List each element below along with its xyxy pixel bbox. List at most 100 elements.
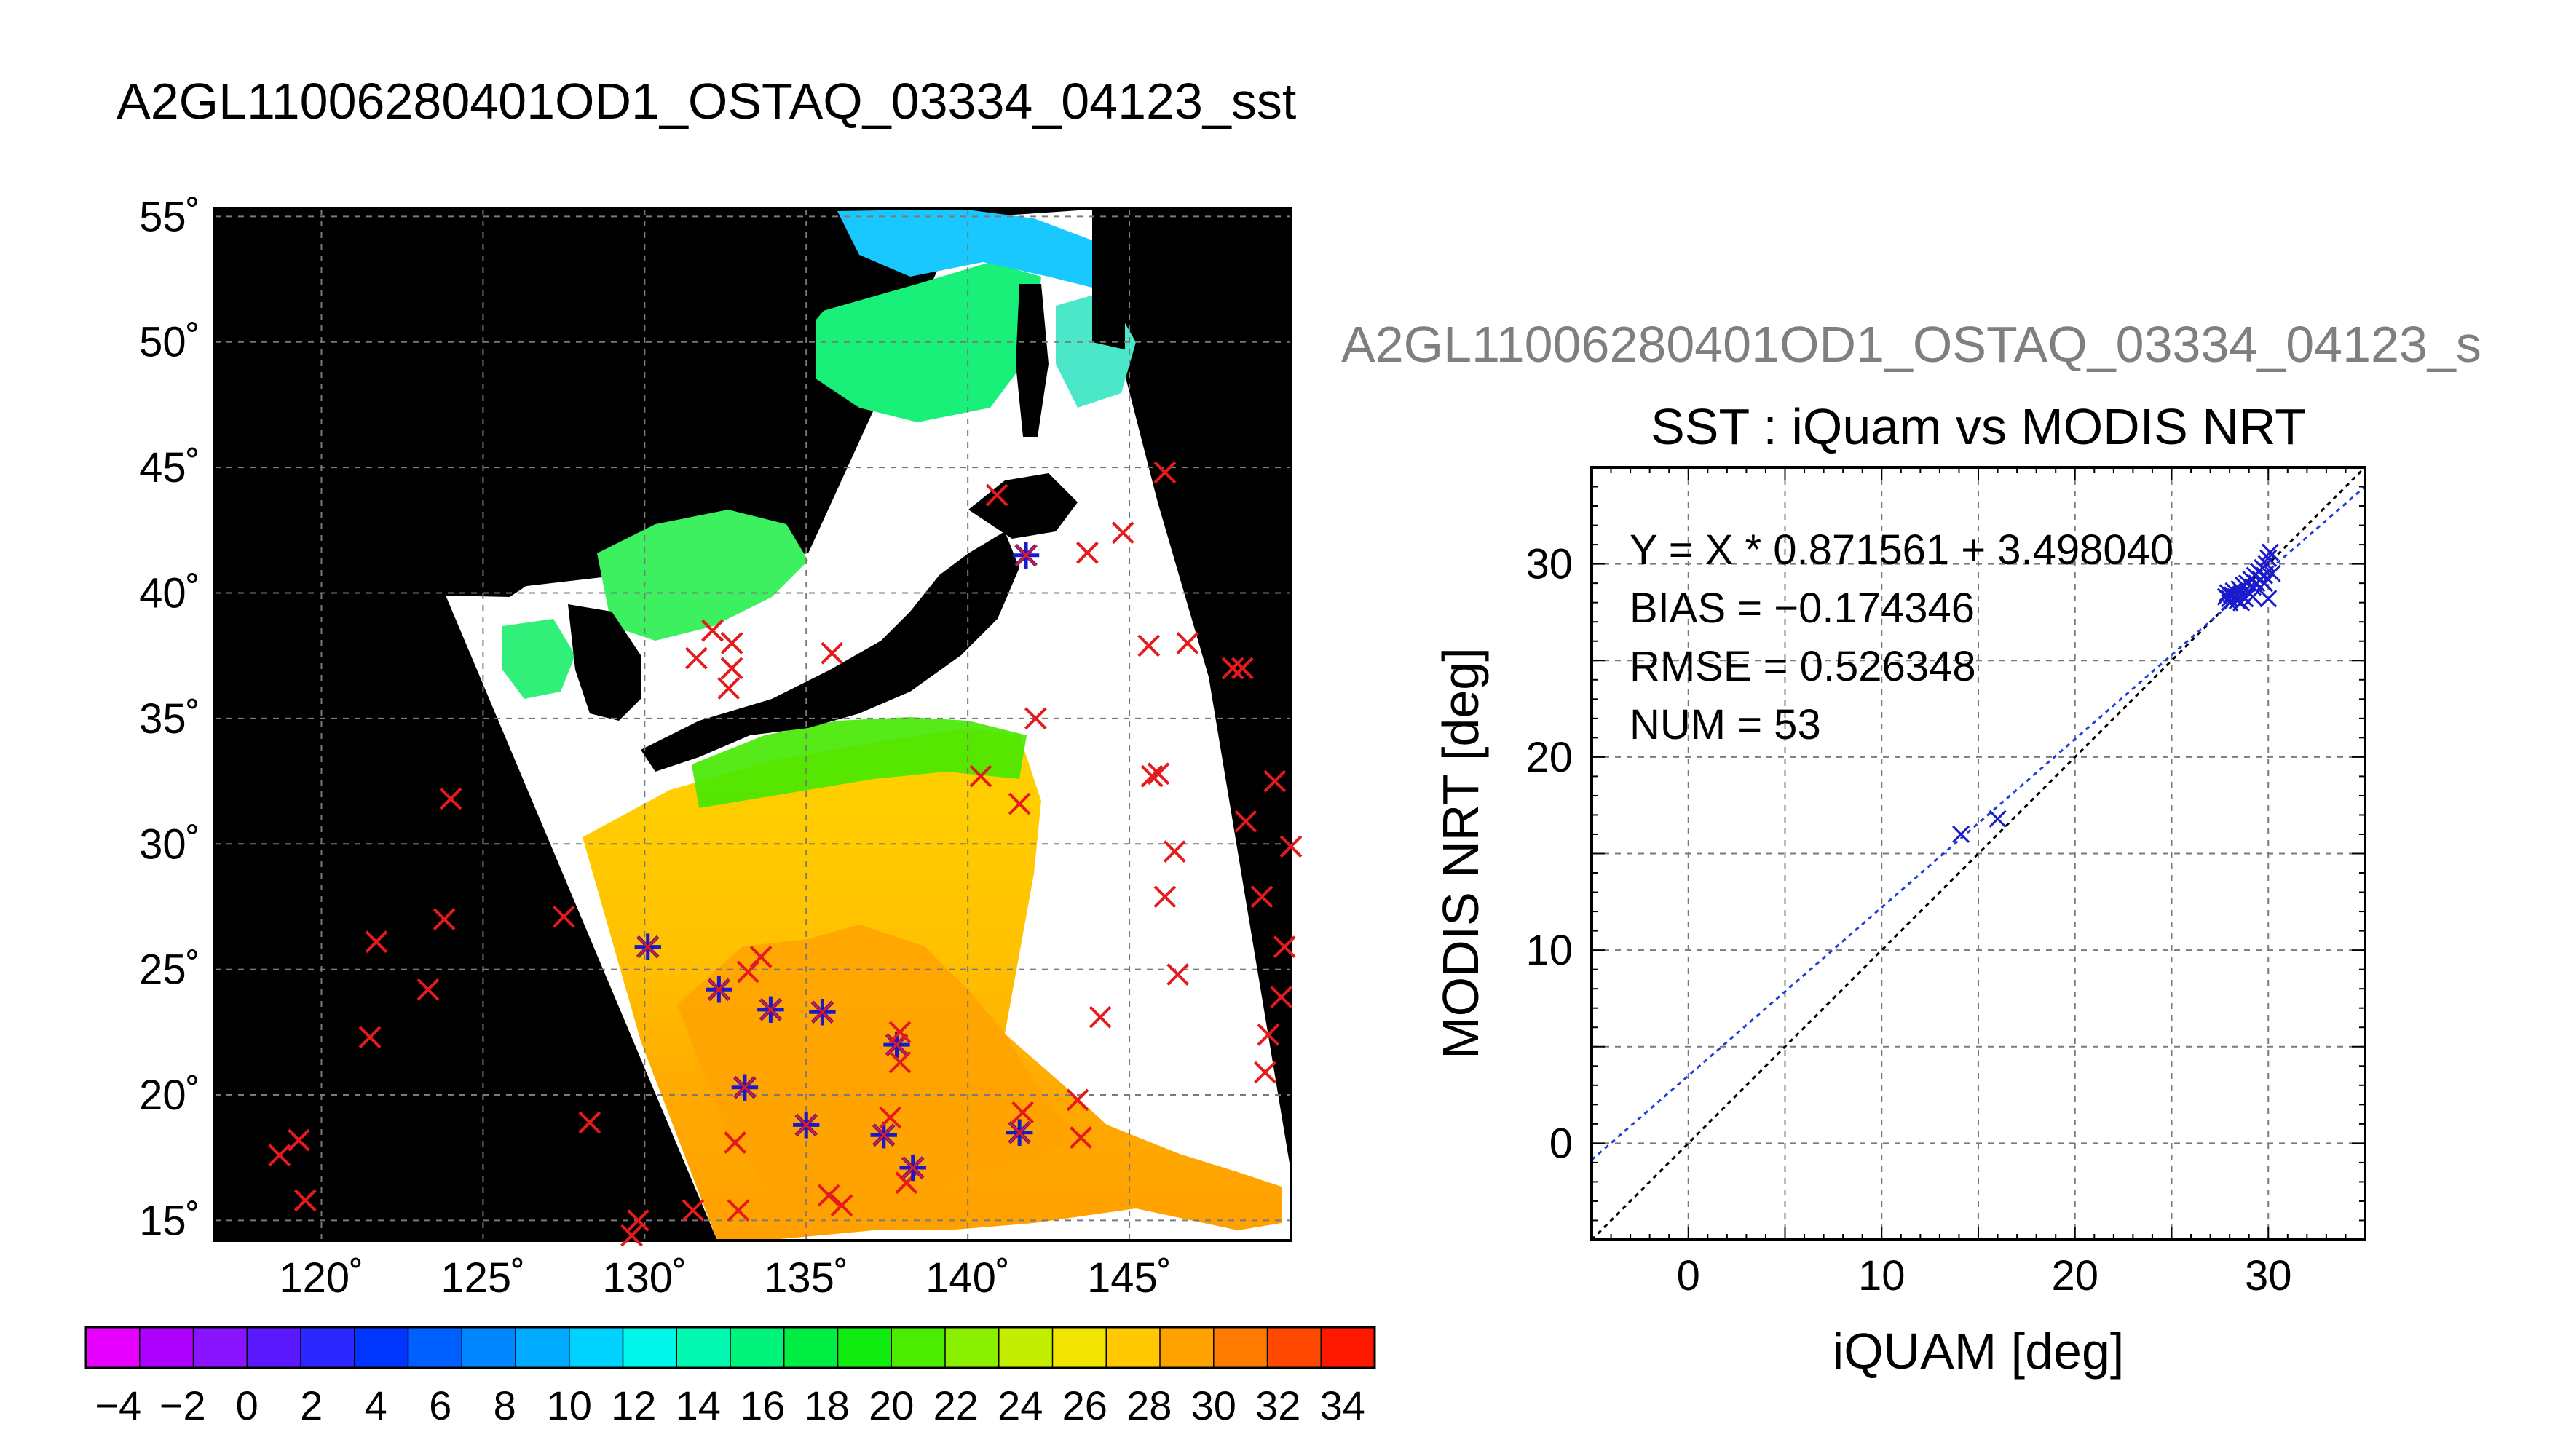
- scatter-point: [1952, 825, 1970, 844]
- map-marker-buoy: [1250, 885, 1273, 909]
- map-marker-matchup: [1006, 1119, 1033, 1146]
- map-marker-matchup: [1012, 542, 1040, 569]
- map-lon-label: 135˚: [764, 1254, 848, 1302]
- map-lon-label: 125˚: [441, 1254, 525, 1302]
- colorbar-swatch: [891, 1327, 946, 1368]
- map-marker-buoy: [727, 1199, 750, 1222]
- colorbar-tick-label: 8: [494, 1382, 516, 1428]
- map-marker-buoy: [1147, 762, 1170, 786]
- map-marker-buoy: [416, 978, 440, 1001]
- colorbar-swatch: [569, 1327, 624, 1368]
- land-kamchatka-region: [1092, 209, 1125, 349]
- map-marker-buoy: [720, 632, 743, 654]
- map-grid: [215, 209, 1291, 1241]
- colorbar-tick-label: 28: [1126, 1382, 1172, 1428]
- map-marker-buoy: [627, 1209, 649, 1232]
- scatter-y-tick-label: 10: [1525, 927, 1573, 974]
- colorbar-tick-label: 18: [805, 1382, 850, 1428]
- map-marker-buoy: [1221, 657, 1244, 680]
- colorbar-swatch: [1213, 1327, 1268, 1368]
- colorbar-tick-label: 10: [547, 1382, 592, 1428]
- scatter-point: [2232, 593, 2251, 612]
- scatter-x-tick-label: 20: [2051, 1252, 2098, 1299]
- colorbar-tick-label: 16: [740, 1382, 785, 1428]
- colorbar-swatch: [1160, 1327, 1215, 1368]
- scatter-points: [1952, 543, 2281, 844]
- map-marker-buoy: [701, 619, 724, 642]
- land-sakhalin: [1016, 284, 1049, 437]
- map-lat-label: 45˚: [139, 444, 200, 491]
- map-marker-buoy: [1176, 632, 1199, 654]
- colorbar-tick-label: 12: [611, 1382, 656, 1428]
- map-marker-buoy: [1140, 764, 1164, 788]
- land-asia: [215, 209, 859, 597]
- map-marker-buoy: [821, 641, 844, 665]
- colorbar-swatch: [516, 1327, 570, 1368]
- map-marker-buoy: [985, 483, 1008, 507]
- map-marker-buoy: [1137, 634, 1161, 657]
- map-lat-label: 30˚: [139, 820, 200, 868]
- map-marker-buoy: [879, 1106, 902, 1129]
- map-marker-buoy: [1075, 541, 1099, 564]
- map-markers: [268, 461, 1303, 1247]
- map-marker-matchup: [809, 999, 836, 1026]
- colorbar-swatch: [730, 1327, 785, 1368]
- map-marker-buoy: [720, 657, 743, 680]
- sst-orange-core: [677, 925, 1078, 1216]
- colorbar-tick-label: 4: [365, 1382, 387, 1428]
- scatter-y-tick-label: 20: [1525, 734, 1573, 781]
- map-lat-label: 35˚: [139, 695, 200, 743]
- map-marker-matchup: [870, 1121, 897, 1149]
- scatter-point: [2261, 543, 2279, 561]
- map-marker-matchup: [883, 1031, 910, 1059]
- sst-north-cyan: [837, 209, 1107, 291]
- map-marker-matchup: [899, 1154, 926, 1182]
- colorbar-tick-label: 6: [429, 1382, 451, 1428]
- map-marker-buoy: [1089, 1005, 1112, 1029]
- colorbar-tick-label: 20: [869, 1382, 914, 1428]
- map-marker-buoy: [552, 905, 575, 928]
- colorbar-swatch: [247, 1327, 301, 1368]
- scatter-point: [2259, 590, 2278, 608]
- scatter-x-tick-label: 0: [1677, 1252, 1700, 1299]
- colorbar-frame: [84, 1326, 1376, 1369]
- map-lon-labels: 120˚ 125˚ 130˚ 135˚ 140˚ 145˚: [279, 1254, 1172, 1302]
- page-title: A2GL11006280401OD1_OSTAQ_03334_04123_sst: [117, 73, 1296, 130]
- map-marker-matchup: [757, 996, 784, 1024]
- map-marker-buoy: [1153, 461, 1177, 484]
- sst-sea-of-japan: [597, 510, 808, 641]
- scatter-point: [2263, 564, 2281, 582]
- scatter-y-tick-label: 0: [1549, 1120, 1573, 1167]
- scatter-plot: 0 10 20 30 0 10 20 30 Y = X * 0.871561 + 3.498…: [1432, 466, 2366, 1380]
- colorbar-swatch: [623, 1327, 678, 1368]
- colorbar-tick-label: 0: [236, 1382, 258, 1428]
- x-axis-label: iQUAM [deg]: [1833, 1323, 2125, 1380]
- map-lon-label: 130˚: [602, 1254, 687, 1302]
- colorbar-swatch: [86, 1327, 141, 1368]
- map-marker-buoy: [358, 1026, 382, 1049]
- colorbar-swatch: [301, 1327, 355, 1368]
- colorbar-swatch: [1267, 1327, 1322, 1368]
- colorbar-tick-label: 34: [1320, 1382, 1365, 1428]
- map-marker-buoy: [1234, 810, 1257, 833]
- map-marker-buoy: [365, 930, 388, 954]
- map-marker-buoy: [1153, 885, 1177, 909]
- scatter-grid: [1592, 467, 2365, 1240]
- colorbar-labels: −4 −2 0 2 4 6 8 10 12 14 16 18 20 22 24 26 28 30 32 34: [95, 1382, 1365, 1428]
- map-marker-matchup: [731, 1074, 759, 1101]
- map-marker-buoy: [888, 1051, 912, 1074]
- sst-map: 120˚ 125˚ 130˚ 135˚ 140˚ 145˚ 55˚ 50˚ 45˚ 40˚ 35˚…: [139, 193, 1303, 1302]
- colorbar-swatch: [354, 1327, 409, 1368]
- colorbar-swatch: [945, 1327, 1000, 1368]
- colorbar-swatch: [1106, 1327, 1161, 1368]
- map-marker-buoy: [749, 945, 773, 968]
- map-marker-buoy: [268, 1144, 291, 1167]
- land-japan: [641, 531, 1019, 772]
- map-lat-label: 25˚: [139, 946, 200, 994]
- colorbar-tick-label: 24: [998, 1382, 1043, 1428]
- map-marker-buoy: [1273, 935, 1296, 959]
- map-marker-buoy: [1166, 963, 1190, 986]
- map-marker-buoy: [1257, 1023, 1280, 1046]
- right-panel-title: A2GL11006280401OD1_OSTAQ_03334_04123_s: [1341, 316, 2481, 373]
